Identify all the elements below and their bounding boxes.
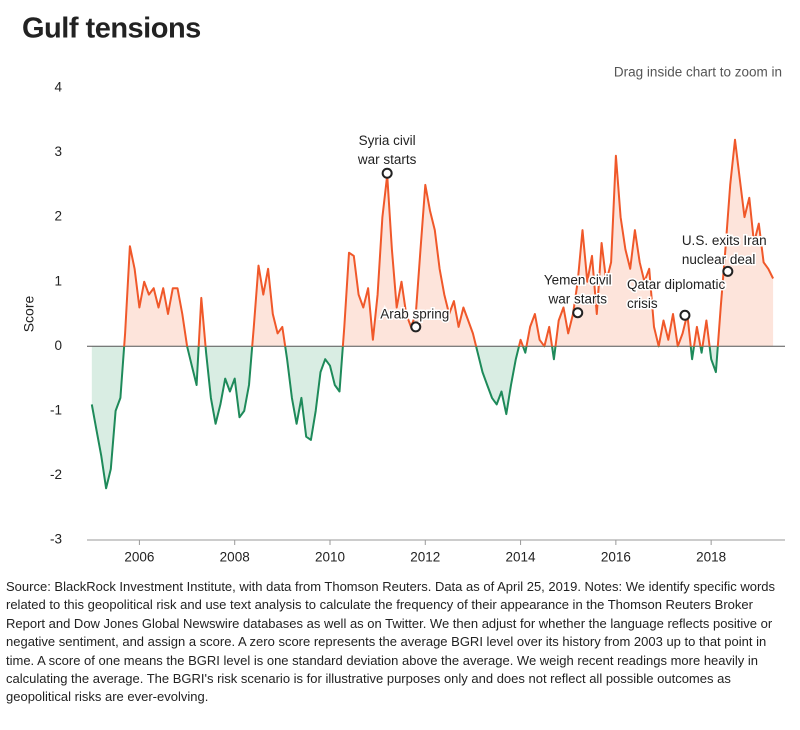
annotation-marker <box>572 307 584 319</box>
chart[interactable]: Gulf tensions Drag inside chart to zoom … <box>0 0 800 576</box>
annotation-label: Arab spring <box>380 306 449 321</box>
annotation-marker <box>679 309 691 321</box>
y-tick-label: 4 <box>54 80 62 95</box>
annotation-label: U.S. exits Iran <box>682 233 767 248</box>
annotation-marker <box>722 265 734 277</box>
x-tick-label: 2014 <box>506 550 537 565</box>
line <box>90 138 774 490</box>
source-note: Source: BlackRock Investment Institute, … <box>6 579 776 705</box>
annotation-label: Syria civil <box>359 133 416 148</box>
y-tick-label: -1 <box>50 402 62 417</box>
zoom-hint: Drag inside chart to zoom in <box>614 65 782 80</box>
y-tick-label: 1 <box>54 273 62 288</box>
annotation-marker <box>381 167 393 179</box>
annotation-marker <box>410 321 422 333</box>
annotation-label: Yemen civil <box>544 272 612 287</box>
x-tick-label: 2018 <box>696 550 726 565</box>
annotation-label: nuclear deal <box>682 252 756 267</box>
y-axis-label: Score <box>21 296 37 333</box>
annotation-label: Qatar diplomatic <box>627 277 726 292</box>
chart-title: Gulf tensions <box>22 13 201 45</box>
x-tick-label: 2012 <box>410 550 440 565</box>
annotation-label: war starts <box>357 152 417 167</box>
annotation-label: war starts <box>547 291 607 306</box>
x-tick-label: 2010 <box>315 550 345 565</box>
y-tick-label: -2 <box>50 467 62 482</box>
y-tick-label: -3 <box>50 532 62 547</box>
y-tick-label: 3 <box>54 144 62 159</box>
area <box>91 139 774 489</box>
x-tick-label: 2008 <box>220 550 250 565</box>
annotation-label: crisis <box>627 296 658 311</box>
y-tick-label: 2 <box>54 209 62 224</box>
x-tick-label: 2006 <box>124 550 154 565</box>
y-tick-label: 0 <box>54 338 62 353</box>
x-tick-label: 2016 <box>601 550 631 565</box>
